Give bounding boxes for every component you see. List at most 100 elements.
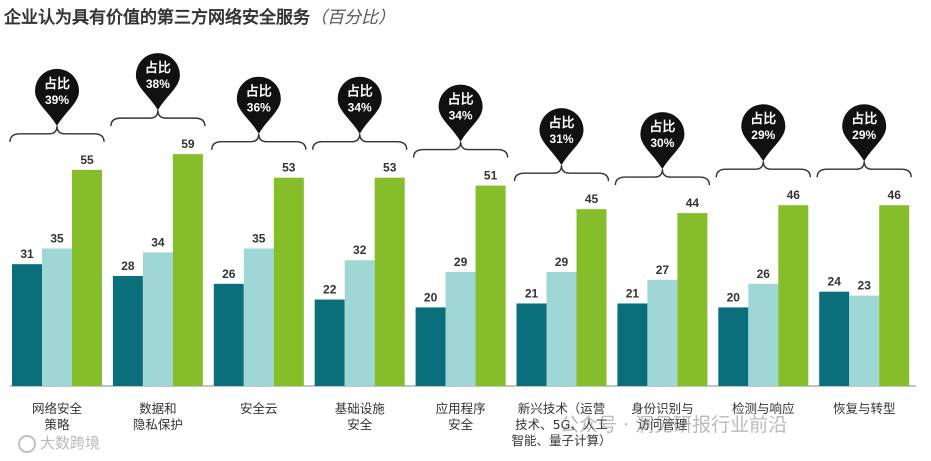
bracket-6 [614,169,711,186]
category-label-0-0: 网络安全 [32,401,83,416]
bar-series-2-6 [647,279,678,386]
data-label-series-3-4: 51 [484,169,498,183]
bracket-2 [211,133,307,150]
bar-series-3-5 [576,209,607,386]
category-label-7-0: 检测与响应 [732,401,795,416]
bar-series-1-7 [718,307,749,386]
category-label-4-0: 应用程序 [436,401,486,416]
data-label-series-2-7: 26 [757,267,771,281]
category-label-5-2: 智能、量子计算） [511,433,611,448]
category-label-2-0: 安全云 [240,401,278,416]
watermark-right: 公众号 · 洞见研报行业前沿 [560,414,788,436]
data-label-series-3-6: 44 [686,196,700,210]
bar-series-1-6 [617,303,648,386]
data-label-series-1-5: 21 [525,286,539,300]
bar-series-3-0 [72,169,102,386]
bar-series-1-1 [112,275,143,386]
category-label-3-1: 安全 [347,417,373,432]
data-label-series-2-3: 32 [353,243,367,257]
pin-label-8: 占比 [851,111,877,127]
category-label-1-0: 数据和 [139,401,177,416]
pin-marker-7 [741,104,786,162]
logo-icon [18,434,36,453]
data-label-series-3-3: 53 [383,161,397,175]
bar-series-3-3 [374,177,405,386]
watermark-left-text: 大数跨境 [40,434,101,452]
bracket-5 [513,165,610,182]
category-label-5-0: 新兴技术（运营 [518,401,606,416]
data-label-series-3-7: 46 [787,188,801,202]
category-label-0-1: 策略 [44,417,70,432]
pin-marker-3 [337,76,382,134]
category-label-6-0: 身份识别与 [631,401,694,416]
bar-series-3-6 [677,213,708,386]
pin-label-7: 占比 [750,111,776,127]
data-label-series-1-7: 20 [727,290,741,304]
data-label-series-3-5: 45 [585,192,599,206]
pin-marker-4 [438,84,483,142]
pin-marker-0 [35,68,79,126]
bar-series-1-5 [516,303,547,386]
pin-label-0: 占比 [44,76,70,92]
data-label-series-1-8: 24 [828,275,842,289]
data-label-series-2-1: 34 [151,235,165,249]
bar-series-2-7 [748,283,779,386]
bar-series-2-0 [42,248,72,386]
category-label-3-0: 基础设施 [335,401,386,416]
title-unit: （百分比） [310,8,395,28]
share-value-6: 30% [650,136,674,150]
pin-label-4: 占比 [448,92,474,108]
bar-series-2-1 [142,252,173,386]
data-label-series-2-5: 29 [555,255,569,269]
bracket-1 [110,110,206,127]
bracket-0 [9,125,105,142]
data-label-series-1-4: 20 [424,290,438,304]
data-label-series-2-2: 35 [252,231,266,245]
bar-series-2-3 [344,260,375,386]
bar-series-2-2 [243,248,274,386]
category-label-6-1: 访问管理 [637,417,688,432]
share-value-8: 29% [852,128,876,142]
share-value-4: 34% [449,109,473,123]
pin-marker-5 [539,108,584,166]
pin-label-5: 占比 [548,115,574,131]
data-label-series-2-0: 35 [50,231,64,245]
bracket-8 [816,161,912,178]
pin-marker-2 [236,76,281,134]
data-label-series-3-1: 59 [181,137,195,151]
share-value-2: 36% [247,101,271,115]
bracket-7 [715,161,811,178]
bar-series-1-0 [12,264,42,386]
bracket-4 [412,141,509,158]
bar-series-1-2 [213,283,244,386]
pin-marker-1 [135,53,180,111]
bar-series-2-5 [546,272,577,386]
category-label-5-1: 技术、5G、人工 [515,417,608,432]
pin-label-1: 占比 [145,60,171,76]
bar-series-1-3 [314,299,345,386]
share-value-5: 31% [549,132,573,146]
watermark-left: 大数跨境 [18,432,100,453]
category-label-4-1: 安全 [448,417,474,432]
bar-series-1-8 [819,291,850,386]
data-label-series-1-6: 21 [626,286,640,300]
data-label-series-2-4: 29 [454,255,468,269]
pin-label-3: 占比 [347,84,373,100]
share-value-7: 29% [751,128,775,142]
data-label-series-3-2: 53 [282,161,296,175]
data-label-series-1-2: 26 [222,267,236,281]
bar-series-2-4 [445,272,476,386]
bar-series-3-1 [172,154,203,386]
bar-series-2-8 [849,295,880,386]
title-main: 企业认为具有价值的第三方网络安全服务 [4,8,310,28]
pin-marker-8 [842,104,887,162]
bar-series-1-4 [415,307,446,386]
data-label-series-2-6: 27 [656,263,670,277]
category-label-8-0: 恢复与转型 [833,401,896,416]
share-value-0: 39% [45,93,69,107]
data-label-series-1-0: 31 [20,247,34,261]
bar-series-3-7 [778,205,809,386]
pin-label-6: 占比 [649,119,675,135]
bar-series-3-2 [273,177,304,386]
